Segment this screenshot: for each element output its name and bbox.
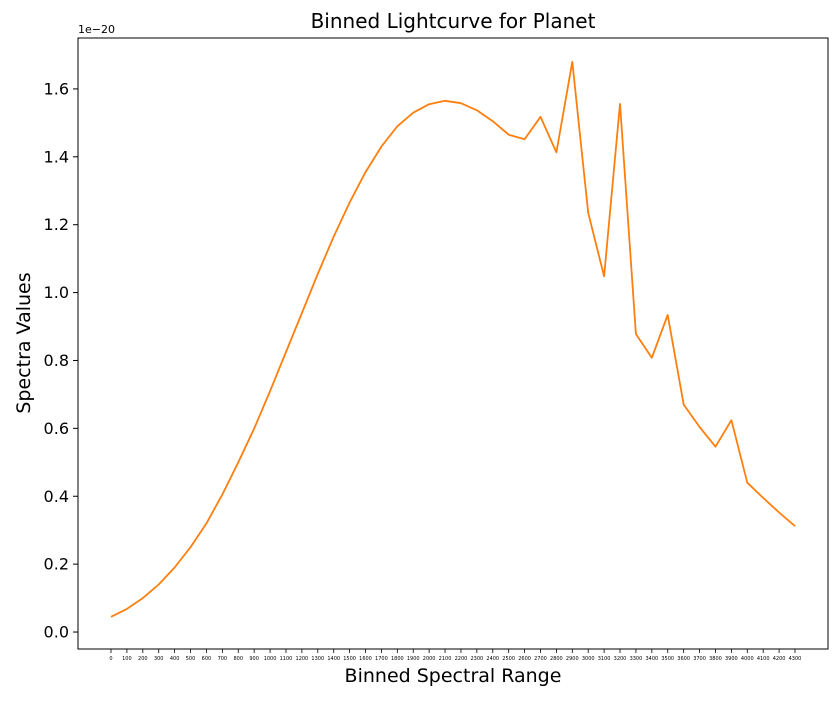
x-tick-label: 1900	[407, 656, 420, 662]
x-tick-label: 2100	[439, 656, 452, 662]
x-tick-label: 500	[186, 656, 196, 662]
x-tick-label: 800	[233, 656, 243, 662]
x-tick-label: 200	[138, 656, 148, 662]
y-tick-label: 0.0	[44, 623, 69, 642]
x-tick-label: 1000	[264, 656, 277, 662]
y-offset-label: 1e−20	[78, 23, 115, 36]
x-tick-label: 900	[249, 656, 259, 662]
y-axis: 0.0 0.2 0.4 0.6 0.8 1.0 1.2 1.4 1.6	[44, 79, 78, 642]
x-tick-label: 2700	[534, 656, 547, 662]
x-tick-label: 1200	[296, 656, 309, 662]
x-tick-label: 4000	[741, 656, 754, 662]
y-tick-label: 1.6	[44, 79, 69, 98]
x-tick-label: 3900	[725, 656, 738, 662]
x-tick-label: 1800	[391, 656, 404, 662]
x-tick-label: 2000	[423, 656, 436, 662]
x-tick-label: 4300	[789, 656, 802, 662]
x-tick-label: 3400	[645, 656, 658, 662]
x-tick-label: 2800	[550, 656, 563, 662]
y-tick-label: 0.8	[44, 351, 69, 370]
y-axis-label: Spectra Values	[13, 272, 35, 413]
x-tick-label: 400	[170, 656, 180, 662]
x-tick-label: 2300	[470, 656, 483, 662]
chart-title: Binned Lightcurve for Planet	[311, 9, 596, 33]
x-tick-label: 1300	[311, 656, 324, 662]
plot-frame	[77, 37, 829, 650]
x-tick-label: 2500	[502, 656, 515, 662]
y-tick-label: 1.4	[44, 147, 69, 166]
x-tick-label: 2900	[566, 656, 579, 662]
x-tick-label: 3300	[630, 656, 643, 662]
x-tick-label: 300	[154, 656, 164, 662]
x-tick-label: 1700	[375, 656, 388, 662]
y-tick-label: 1.0	[44, 283, 69, 302]
x-tick-label: 2400	[486, 656, 499, 662]
series-line	[110, 60, 796, 618]
x-tick-label: 3100	[598, 656, 611, 662]
x-tick-label: 1500	[343, 656, 356, 662]
y-tick-label: 1.2	[44, 215, 69, 234]
x-tick-label: 4100	[757, 656, 770, 662]
x-tick-label: 1100	[280, 656, 293, 662]
x-tick-label: 3500	[661, 656, 674, 662]
y-tick-label: 0.4	[44, 487, 69, 506]
x-tick-label: 2600	[518, 656, 531, 662]
x-tick-label: 3200	[614, 656, 627, 662]
x-tick-label: 1400	[327, 656, 340, 662]
x-axis: 0 100 200 300 400 500 600 700 800 900 1000 1100 1200…	[109, 649, 801, 662]
y-tick-label: 0.2	[44, 555, 69, 574]
x-tick-label: 3700	[693, 656, 706, 662]
x-tick-label: 4200	[773, 656, 786, 662]
x-tick-label: 3600	[677, 656, 690, 662]
x-tick-label: 700	[218, 656, 228, 662]
x-tick-label: 2200	[455, 656, 468, 662]
x-tick-label: 1600	[359, 656, 372, 662]
x-tick-label: 600	[202, 656, 212, 662]
x-tick-label: 3800	[709, 656, 722, 662]
x-tick-label: 3000	[582, 656, 595, 662]
x-axis-label: Binned Spectral Range	[345, 665, 562, 687]
x-tick-label: 0	[109, 656, 112, 662]
y-tick-label: 0.6	[44, 419, 69, 438]
x-tick-label: 100	[122, 656, 132, 662]
